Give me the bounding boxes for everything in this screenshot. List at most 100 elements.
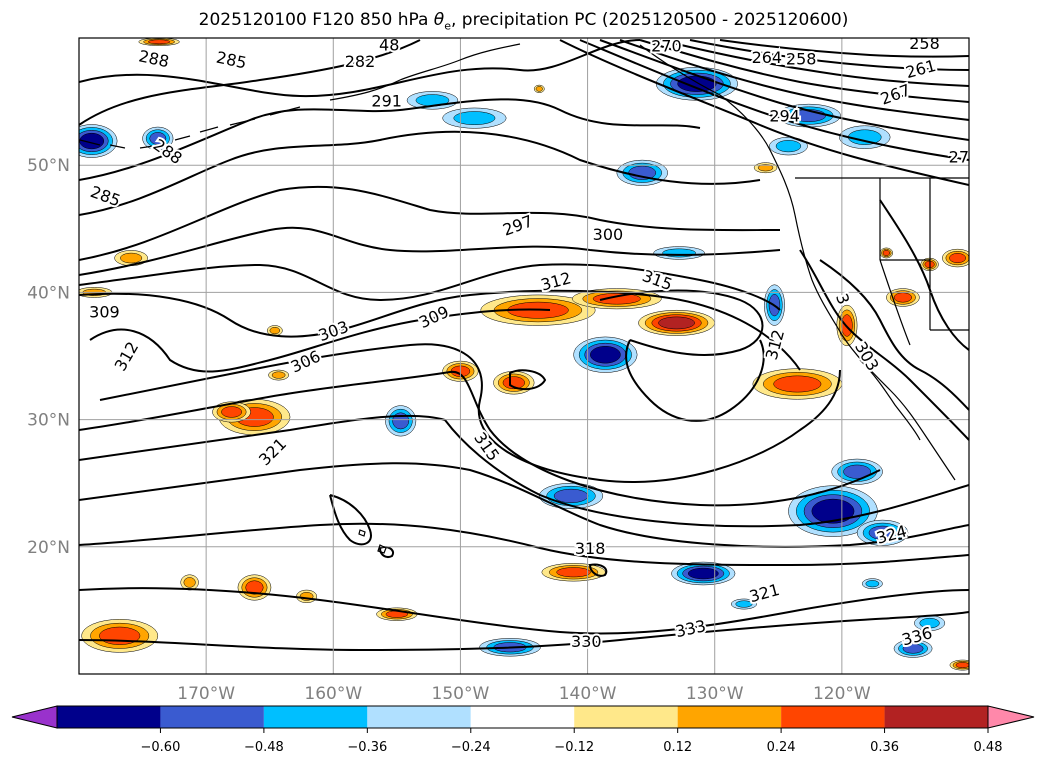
contour-label: 294: [769, 107, 800, 126]
lat-tick-label: 30°N: [27, 411, 70, 431]
precip-area: [730, 598, 757, 610]
coastlines: [79, 43, 969, 554]
theta-e-contour: [588, 563, 608, 577]
theta-e-contour: [79, 39, 421, 126]
precip-shade: [955, 662, 969, 669]
colorbar-tick-label: −0.60: [141, 740, 181, 755]
precip-shade: [757, 164, 774, 172]
colorbar-tick-label: 0.48: [974, 740, 1003, 755]
precip-area: [180, 574, 199, 591]
colorbar-segment: [263, 706, 368, 728]
precip-shade: [502, 376, 525, 390]
precip-shade: [773, 375, 822, 393]
precip-area: [114, 250, 148, 266]
precip-shade: [882, 250, 890, 256]
lat-tick-label: 20°N: [27, 538, 70, 558]
theta-e-contour: [599, 39, 969, 141]
precip-area: [616, 159, 668, 186]
theta-e-contour: [625, 339, 765, 422]
colorbar-segment: [57, 706, 161, 728]
precip-area: [81, 619, 159, 653]
theta-e-contour: [79, 414, 969, 528]
precip-area: [893, 639, 933, 658]
contour-label: 270: [651, 37, 682, 56]
theta-e-contour: [79, 522, 969, 567]
theta-e-contour: [378, 546, 394, 558]
theta-e-contour: [689, 39, 969, 71]
colorbar-tick-label: −0.24: [451, 740, 491, 755]
theta-e-contour: [89, 308, 551, 373]
precip-shade: [919, 617, 940, 629]
precip-shade: [183, 577, 196, 588]
contour-label: 291: [371, 91, 402, 110]
precip-area: [539, 482, 604, 509]
precip-shade: [148, 39, 171, 45]
title-suffix: , precipitation PC (2025120500 - 2025120…: [450, 10, 849, 30]
theta-e-contours: [79, 39, 969, 652]
precip-shade: [775, 140, 802, 153]
precip-area: [831, 458, 883, 485]
colorbar-tick-label: 0.36: [870, 740, 899, 755]
colorbar-extend-high: [987, 705, 1035, 729]
colorbar-segment: [470, 706, 575, 728]
precip-area: [753, 162, 778, 174]
precip-area: [769, 136, 808, 156]
colorbar-tick-label: 0.24: [767, 740, 796, 755]
precip-shade: [687, 567, 719, 580]
colorbar-tick-label: −0.12: [554, 740, 594, 755]
precip-shade: [553, 488, 589, 503]
precip-shade: [868, 525, 897, 540]
theta-e-contour: [79, 370, 881, 507]
theta-e-contour: [79, 587, 969, 635]
precip-shade: [535, 86, 543, 92]
contour-label: 330: [571, 632, 602, 651]
colorbar-segment: [884, 706, 988, 728]
precip-area: [573, 336, 638, 373]
contour-label: 300: [593, 225, 624, 244]
lat-tick-label: 40°N: [27, 283, 70, 303]
contour-label: 324: [874, 521, 908, 547]
precip-shade: [556, 567, 591, 578]
theta-e-contour: [79, 39, 641, 98]
contour-label: 264: [752, 48, 783, 67]
precip-area: [788, 485, 878, 537]
theta-e-contour: [79, 289, 801, 371]
precip-shade: [271, 371, 286, 379]
precip-area: [142, 126, 174, 151]
precip-shade: [902, 643, 924, 654]
state-borders: [879, 178, 969, 346]
precip-shade: [590, 346, 621, 364]
precip-shade: [269, 327, 281, 335]
colorbar-segment: [160, 706, 264, 728]
precip-area: [268, 369, 290, 381]
precip-shade: [658, 316, 695, 330]
precip-area: [296, 589, 318, 604]
precip-area: [572, 288, 662, 310]
theta-e-contour: [579, 39, 969, 161]
contour-label: 309: [89, 302, 120, 321]
theta-e-contour: [79, 263, 781, 311]
precip-area: [442, 107, 507, 129]
contour-label: 27: [949, 147, 969, 166]
latitude-labels: 20°N 30°N 40°N 50°N: [27, 156, 70, 558]
theta-e-contour: [659, 39, 969, 87]
precip-area: [856, 519, 909, 546]
lon-tick-label: 160°W: [304, 684, 362, 704]
precip-shade: [221, 406, 242, 418]
precip-area: [541, 563, 606, 582]
contour-label: 258: [909, 34, 940, 53]
precip-shade: [893, 292, 912, 303]
precip-shade: [843, 464, 871, 479]
precip-shade: [245, 580, 264, 595]
precip-shade: [149, 132, 167, 145]
theta-e-contour: [79, 462, 969, 548]
coastline-north-america: [639, 44, 956, 481]
theta-e-contour: [559, 39, 969, 186]
theta-e-contour: [719, 39, 969, 58]
lon-tick-label: 130°W: [686, 684, 744, 704]
lon-tick-label: 120°W: [813, 684, 871, 704]
colorbar-segment: [574, 706, 678, 728]
precip-area: [949, 659, 969, 671]
